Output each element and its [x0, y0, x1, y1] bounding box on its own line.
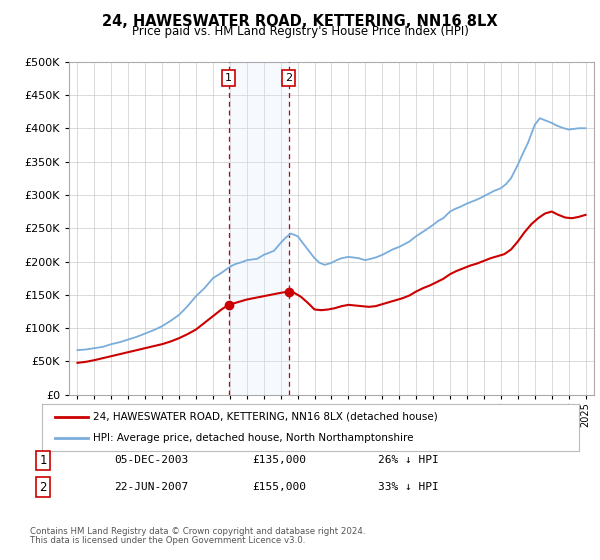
Text: 1: 1 [40, 454, 47, 467]
Text: 22-JUN-2007: 22-JUN-2007 [114, 482, 188, 492]
Text: This data is licensed under the Open Government Licence v3.0.: This data is licensed under the Open Gov… [30, 536, 305, 545]
Text: 24, HAWESWATER ROAD, KETTERING, NN16 8LX (detached house): 24, HAWESWATER ROAD, KETTERING, NN16 8LX… [93, 412, 438, 422]
Text: 24, HAWESWATER ROAD, KETTERING, NN16 8LX: 24, HAWESWATER ROAD, KETTERING, NN16 8LX [102, 14, 498, 29]
Text: HPI: Average price, detached house, North Northamptonshire: HPI: Average price, detached house, Nort… [93, 433, 413, 444]
Text: 1: 1 [225, 73, 232, 83]
Text: 2: 2 [285, 73, 292, 83]
Text: £135,000: £135,000 [252, 455, 306, 465]
Text: £155,000: £155,000 [252, 482, 306, 492]
Text: 05-DEC-2003: 05-DEC-2003 [114, 455, 188, 465]
Text: 26% ↓ HPI: 26% ↓ HPI [378, 455, 439, 465]
Text: 33% ↓ HPI: 33% ↓ HPI [378, 482, 439, 492]
Text: 2: 2 [40, 480, 47, 494]
Text: Price paid vs. HM Land Registry's House Price Index (HPI): Price paid vs. HM Land Registry's House … [131, 25, 469, 38]
Bar [229, 62, 289, 395]
Text: Contains HM Land Registry data © Crown copyright and database right 2024.: Contains HM Land Registry data © Crown c… [30, 528, 365, 536]
